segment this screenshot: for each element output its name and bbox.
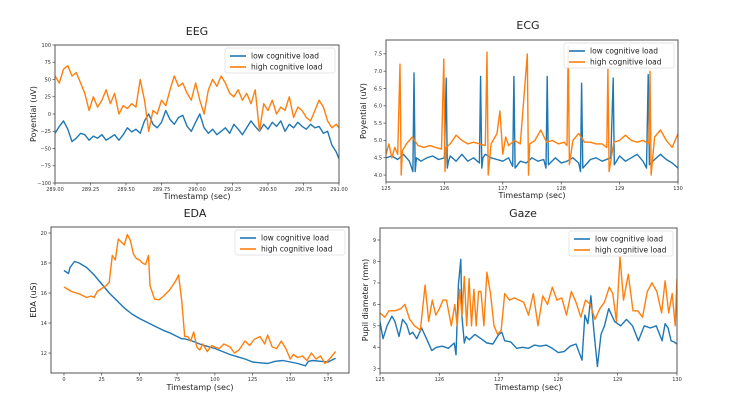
eeg-xtick-label: 291.00 [330, 187, 348, 193]
eeg-xtick-label: 289.50 [117, 187, 135, 193]
ecg-xtick-label: 130 [673, 186, 683, 192]
ecg-xtick-label: 128 [556, 186, 566, 192]
ecg-ytick-label: 5.0 [374, 138, 382, 144]
eda-xtick-label: 0 [62, 377, 65, 383]
eda-panel: EDA Timestamp (sec) EDA (uS) 0 25 50 75 100 1… [29, 207, 350, 392]
eeg-title: EEG [186, 25, 208, 38]
gaze-legend-label: high cognitive load [595, 246, 667, 255]
eeg-xlabel: Timestamp (sec) [163, 192, 231, 201]
gaze-axes-frame [379, 227, 678, 374]
ecg-axes-frame [385, 39, 679, 183]
ecg-ytick-label: 6.0 [374, 104, 382, 110]
ecg-ytick-label: 5.5 [374, 121, 382, 127]
ecg-series-low-cognitive-load [386, 72, 678, 173]
ecg-ytick-label: 6.5 [374, 86, 382, 92]
eeg-ytick-label: 75 [45, 60, 51, 66]
gaze-xtick-label: 127 [494, 377, 504, 383]
gaze-xtick-label: 125 [375, 377, 385, 383]
ecg-ytick-label: 7.5 [374, 52, 382, 58]
eeg-xtick-label: 290.75 [295, 187, 313, 193]
eeg-ytick-label: −25 [40, 129, 51, 135]
gaze-ytick-label: 9 [373, 238, 376, 244]
gaze-xtick-label: 126 [435, 377, 445, 383]
eda-legend-label: low cognitive load [261, 234, 329, 243]
eda-xtick-label: 175 [323, 377, 333, 383]
ecg-series-high-cognitive-load [386, 46, 678, 176]
gaze-ytick-label: 7 [373, 281, 376, 287]
eda-xtick-label: 150 [286, 377, 296, 383]
gaze-xtick-label: 129 [613, 377, 623, 383]
eeg-ytick-label: 25 [45, 95, 51, 101]
eda-legend: low cognitive load high cognitive load [234, 229, 346, 256]
eda-ytick-label: 20 [41, 231, 47, 237]
ecg-panel: ECG Timestamp (sec) Poyential (uV) 125 12… [359, 19, 683, 200]
ecg-xtick-label: 126 [440, 186, 450, 192]
eeg-xtick-label: 289.25 [82, 187, 100, 193]
ecg-xlabel: Timestamp (sec) [498, 191, 566, 200]
eda-ylabel: EDA (uS) [29, 282, 38, 317]
eeg-ytick-label: 50 [45, 77, 51, 83]
eda-series-high-cognitive-load [63, 233, 337, 365]
eda-title: EDA [184, 207, 207, 220]
eeg-xtick-label: 289.75 [153, 187, 171, 193]
eeg-ylabel: Poyential (uV) [29, 86, 38, 142]
eda-xtick-label: 125 [248, 377, 258, 383]
eda-axes-frame [50, 226, 350, 374]
eeg-series-low-cognitive-load [55, 109, 339, 160]
gaze-ytick-label: 5 [373, 324, 376, 330]
ecg-ylabel: Poyential (uV) [359, 83, 368, 139]
eeg-series-high-cognitive-load [55, 64, 339, 133]
eda-xtick-label: 50 [136, 377, 142, 383]
ecg-legend-label: high cognitive load [590, 58, 662, 67]
gaze-xtick-label: 128 [553, 377, 563, 383]
eeg-xtick-label: 290.00 [188, 187, 206, 193]
gaze-xtick-label: 130 [672, 377, 682, 383]
ecg-legend-label: low cognitive load [590, 47, 658, 56]
eeg-ytick-label: −75 [40, 164, 51, 170]
gaze-ytick-label: 4 [373, 345, 376, 351]
eda-xtick-label: 25 [99, 377, 105, 383]
gaze-series-high-cognitive-load [380, 256, 677, 336]
ecg-ytick-label: 4.0 [374, 173, 382, 179]
eeg-ytick-label: 0 [48, 112, 51, 118]
gaze-xlabel: Timestamp (sec) [494, 383, 562, 392]
eeg-legend-label: low cognitive load [251, 52, 319, 61]
eeg-legend: low cognitive load high cognitive load [224, 47, 336, 74]
gaze-ytick-label: 8 [373, 259, 376, 265]
gaze-title: Gaze [509, 207, 537, 220]
ecg-legend: low cognitive load high cognitive load [563, 42, 675, 69]
eda-xlabel: Timestamp (sec) [166, 383, 234, 392]
eeg-ytick-label: −50 [40, 146, 51, 152]
gaze-ytick-label: 3 [373, 367, 376, 373]
ecg-xtick-label: 129 [615, 186, 625, 192]
eda-ytick-label: 18 [41, 261, 47, 267]
ecg-title: ECG [516, 19, 539, 32]
eeg-ytick-label: −100 [37, 181, 51, 187]
gaze-panel: Gaze Timestamp (sec) Pupil diameter (mm)… [361, 207, 682, 392]
ecg-ytick-label: 4.5 [374, 156, 382, 162]
eda-xtick-label: 75 [174, 377, 180, 383]
gaze-ytick-label: 6 [373, 302, 376, 308]
eda-legend-label: high cognitive load [261, 245, 333, 254]
ecg-ytick-label: 7.0 [374, 69, 382, 75]
eda-ytick-label: 12 [41, 351, 47, 357]
eeg-xtick-label: 290.50 [259, 187, 277, 193]
eda-xtick-label: 100 [210, 377, 220, 383]
gaze-ylabel: Pupil diameter (mm) [361, 259, 370, 341]
eeg-ytick-label: 100 [41, 43, 51, 49]
ecg-xtick-label: 127 [498, 186, 508, 192]
eda-series-low-cognitive-load [63, 260, 336, 367]
gaze-legend-label: low cognitive load [595, 235, 663, 244]
gaze-series-low-cognitive-load [380, 258, 677, 368]
eeg-legend-label: high cognitive load [251, 63, 323, 72]
eeg-xtick-label: 290.25 [224, 187, 242, 193]
ecg-xtick-label: 125 [381, 186, 391, 192]
gaze-legend: low cognitive load high cognitive load [568, 230, 674, 257]
eda-ytick-label: 16 [41, 291, 47, 297]
eda-ytick-label: 14 [41, 321, 47, 327]
eeg-panel: EEG Timestamp (sec) Poyential (uV) 289.0… [29, 25, 348, 201]
eeg-xtick-label: 289.00 [46, 187, 64, 193]
